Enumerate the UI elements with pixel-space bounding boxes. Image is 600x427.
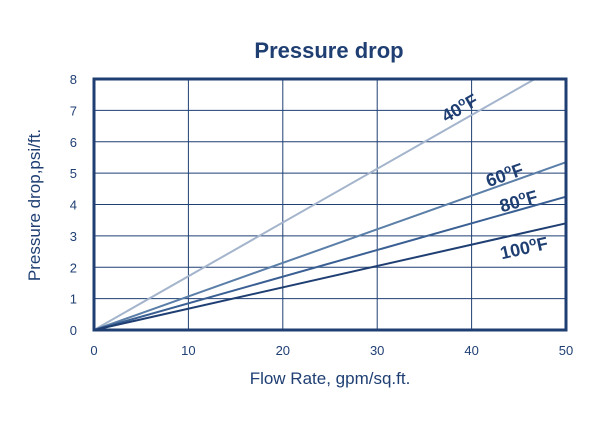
- x-tick-label: 50: [559, 343, 573, 358]
- plot-frame: [92, 77, 568, 332]
- series-line: [93, 195, 567, 331]
- y-tick-label: 8: [70, 72, 77, 87]
- series-label: 60oF: [483, 157, 527, 191]
- series-lines: [93, 78, 567, 331]
- x-tick-label: 0: [90, 343, 97, 358]
- grid: [94, 79, 566, 330]
- y-tick-label: 4: [70, 198, 77, 213]
- x-tick-label: 10: [181, 343, 195, 358]
- y-axis-label: Pressure drop,psi/ft.: [25, 129, 44, 281]
- x-tick-label: 30: [370, 343, 384, 358]
- x-tick-labels: 0 10 20 30 40 50: [90, 343, 573, 358]
- y-tick-labels: 0 1 2 3 4 5 6 7 8: [70, 72, 77, 338]
- x-tick-label: 20: [276, 343, 290, 358]
- chart-title: Pressure drop: [254, 38, 403, 63]
- series-label: 40oF: [437, 88, 481, 126]
- y-tick-label: 2: [70, 260, 77, 275]
- y-tick-label: 3: [70, 229, 77, 244]
- x-tick-label: 40: [464, 343, 478, 358]
- series-label: 100oF: [498, 231, 550, 263]
- y-tick-label: 1: [70, 292, 77, 307]
- y-tick-label: 5: [70, 166, 77, 181]
- series-line: [93, 78, 536, 331]
- x-axis-label: Flow Rate, gpm/sq.ft.: [250, 369, 411, 388]
- y-tick-label: 6: [70, 135, 77, 150]
- series-line: [93, 222, 567, 331]
- series-label: 80oF: [497, 185, 540, 217]
- y-tick-label: 0: [70, 323, 77, 338]
- y-tick-label: 7: [70, 103, 77, 118]
- series-line: [93, 161, 567, 331]
